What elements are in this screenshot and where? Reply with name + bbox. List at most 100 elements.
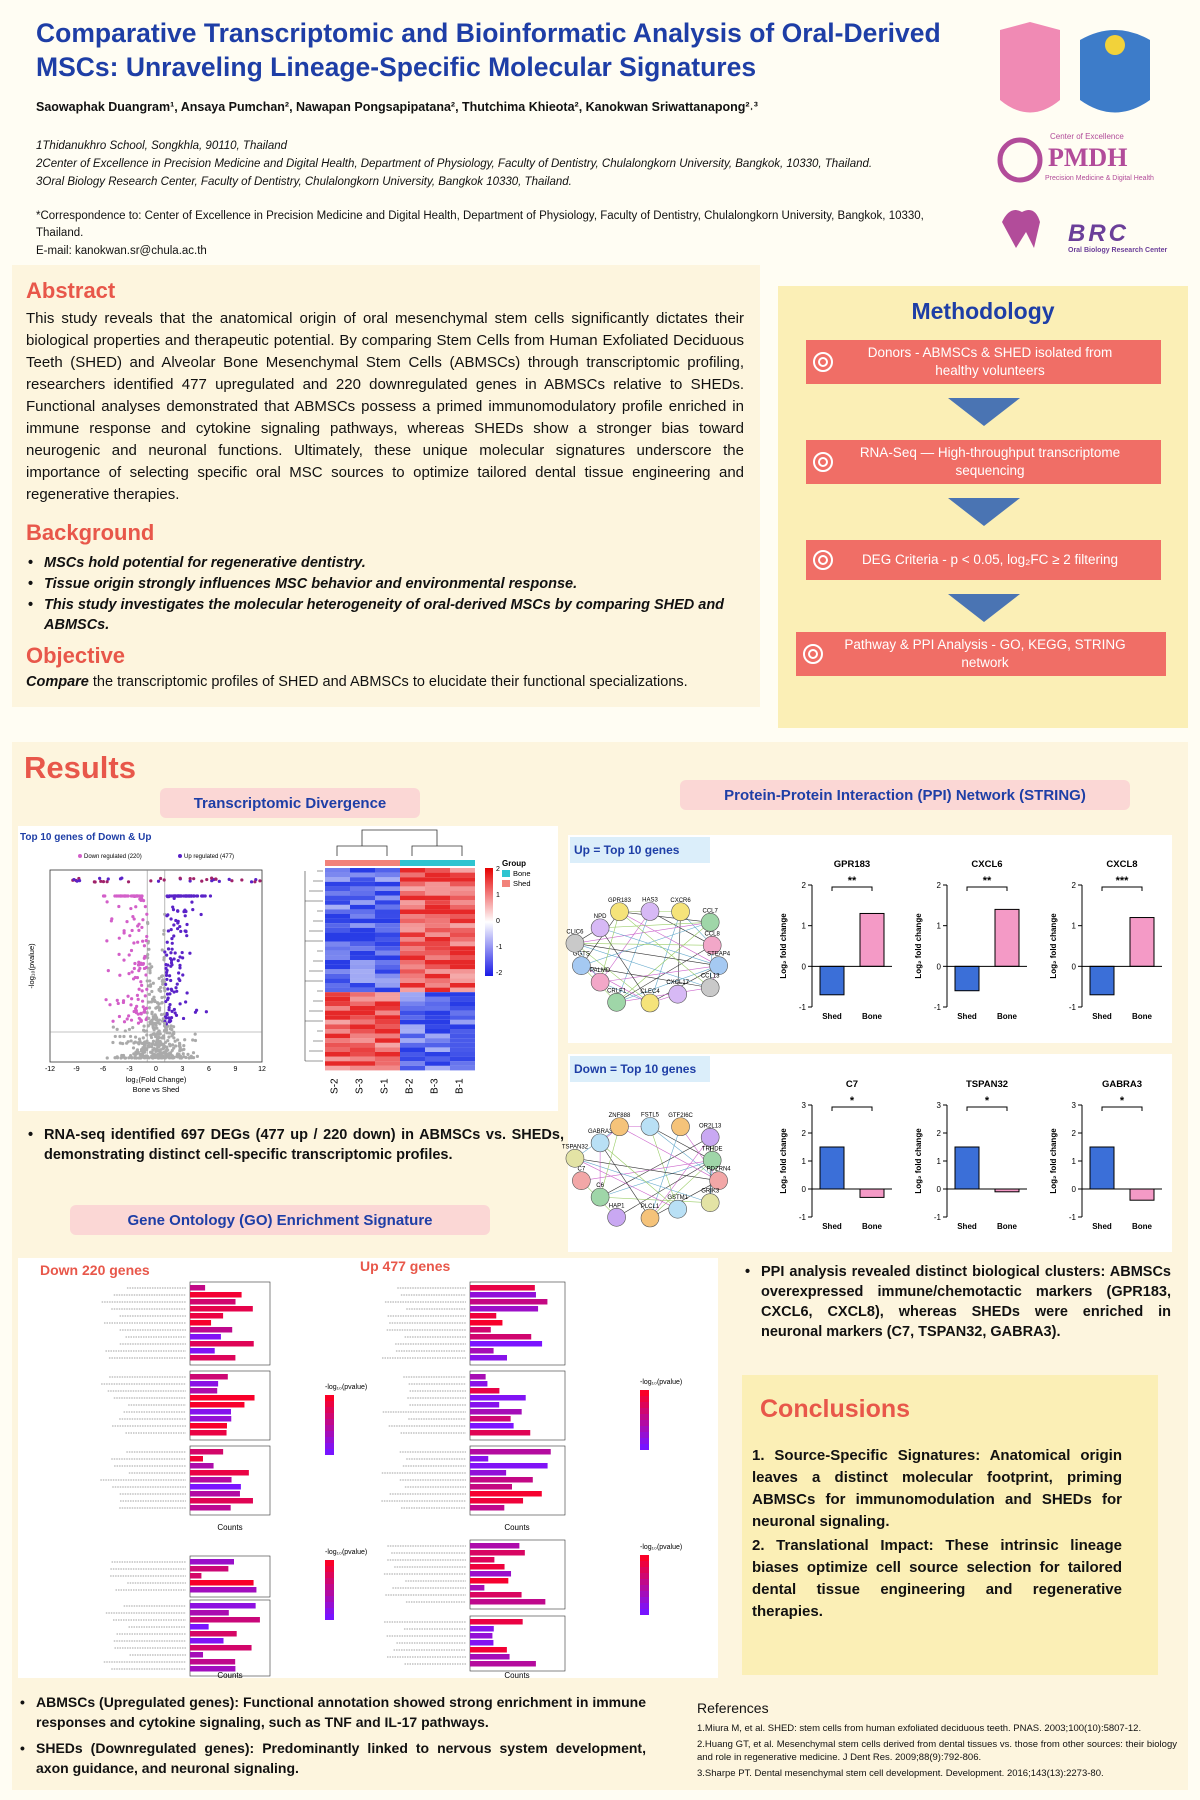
heat-cell xyxy=(450,900,475,905)
heat-cell xyxy=(400,923,425,928)
point xyxy=(183,1038,187,1042)
point xyxy=(193,1038,198,1043)
point xyxy=(200,894,204,898)
point xyxy=(169,958,174,962)
axis-label: Log₂ fold change xyxy=(1049,1128,1058,1194)
heat-cell xyxy=(375,1065,400,1071)
heat-cell xyxy=(350,918,375,924)
point xyxy=(249,880,254,884)
heat-cell xyxy=(325,1065,350,1071)
x-tick-label: Shed xyxy=(1092,1012,1112,1021)
point xyxy=(166,913,170,917)
point xyxy=(157,1008,162,1012)
heat-cell xyxy=(375,923,400,928)
point xyxy=(167,1005,171,1010)
y-tick-label: 2 xyxy=(937,881,942,890)
heat-cell xyxy=(350,996,375,1002)
point xyxy=(118,973,122,977)
heat-cell xyxy=(425,1033,450,1039)
go-bar xyxy=(190,1505,231,1511)
point xyxy=(137,894,141,898)
edge xyxy=(600,1160,713,1198)
edge xyxy=(649,1126,719,1181)
point xyxy=(172,1030,176,1034)
point xyxy=(170,941,174,945)
heat-cell xyxy=(350,891,375,896)
edge xyxy=(619,911,711,988)
node xyxy=(590,918,610,938)
heat-cell xyxy=(325,978,350,983)
heat-cell xyxy=(450,946,475,951)
heat-cell xyxy=(375,978,400,983)
heat-cell xyxy=(450,964,475,970)
step-box xyxy=(806,540,1161,580)
heat-cell xyxy=(350,1042,375,1048)
point xyxy=(181,1016,186,1021)
bullet: MSCs hold potential for regenerative den… xyxy=(28,553,744,573)
point xyxy=(163,950,167,954)
go-bar xyxy=(470,1477,533,1483)
heat-cell xyxy=(350,950,375,956)
heat-cell xyxy=(425,1006,450,1011)
point xyxy=(157,976,161,980)
node-label: PDZRN4 xyxy=(707,1167,732,1173)
point xyxy=(183,929,187,933)
legend-title: -log₁₀(pvalue) xyxy=(640,1379,682,1386)
heat-cell xyxy=(350,914,375,919)
heat-cell xyxy=(450,923,475,928)
node xyxy=(590,972,610,992)
point xyxy=(149,1033,153,1037)
point xyxy=(170,1054,175,1058)
arrow xyxy=(948,498,1020,526)
point xyxy=(173,951,177,955)
point xyxy=(106,877,110,881)
heat-cell xyxy=(325,960,350,965)
bar xyxy=(1089,1146,1115,1190)
go-bar xyxy=(470,1463,548,1469)
go-bar xyxy=(190,1423,227,1429)
y-tick-label: 2 xyxy=(1072,881,1077,890)
heat-cell xyxy=(375,937,400,942)
go-bar xyxy=(470,1327,491,1333)
legend-scale xyxy=(640,1597,649,1603)
point xyxy=(170,963,174,967)
heat-cell xyxy=(425,946,450,951)
edge xyxy=(574,943,651,1004)
heat-cell xyxy=(450,895,475,901)
x-tick-label: Bone xyxy=(862,1222,883,1231)
point xyxy=(143,905,147,909)
figure-label: Up = Top 10 genes xyxy=(574,843,680,857)
point xyxy=(166,1055,170,1059)
point xyxy=(147,992,152,996)
y-tick-label: 1 xyxy=(802,922,807,931)
point xyxy=(137,969,141,973)
point xyxy=(160,1001,164,1005)
label-box xyxy=(570,1056,710,1082)
objective-lead: Compare xyxy=(26,674,89,690)
point xyxy=(169,1016,174,1020)
chart-title: C7 xyxy=(846,1079,858,1090)
axis-label: Counts xyxy=(504,1671,529,1680)
point xyxy=(130,997,134,1001)
heat-cell xyxy=(325,932,350,937)
point xyxy=(147,947,151,951)
point xyxy=(105,880,109,884)
point xyxy=(174,1044,178,1048)
heat-cell xyxy=(425,909,450,914)
colorbar-label: -2 xyxy=(496,970,502,977)
point xyxy=(150,1042,154,1046)
point xyxy=(103,894,107,898)
point xyxy=(116,894,121,898)
go-bar xyxy=(470,1571,512,1577)
point xyxy=(101,879,106,884)
point xyxy=(129,1003,133,1007)
go-bar xyxy=(470,1320,503,1326)
column-label: S-3 xyxy=(355,1078,366,1094)
heat-cell xyxy=(400,900,425,905)
heat-cell xyxy=(400,904,425,910)
point xyxy=(141,1036,145,1040)
heat-cell xyxy=(400,1038,425,1043)
legend-swatch xyxy=(502,880,510,887)
y-tick-label: 1 xyxy=(802,1157,807,1166)
